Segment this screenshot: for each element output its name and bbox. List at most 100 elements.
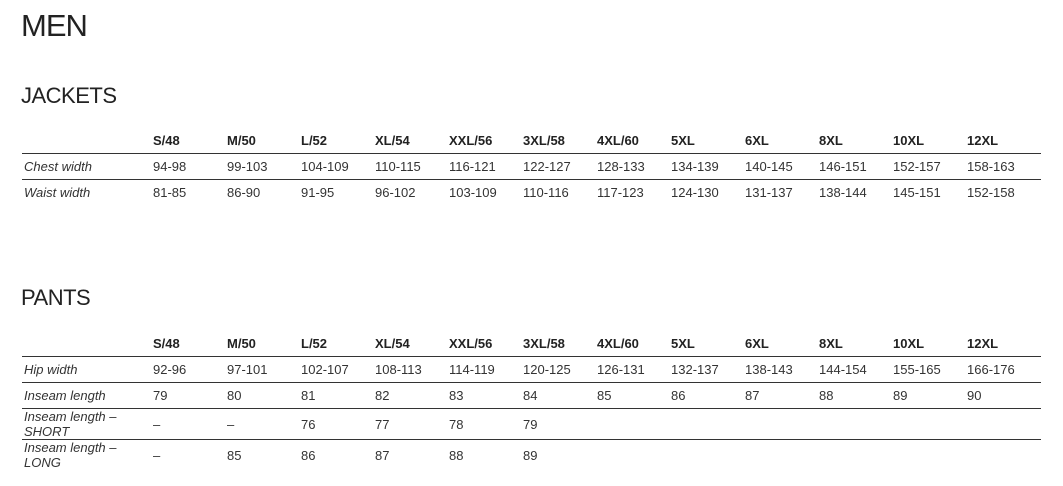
- measurement-cell: 83: [449, 388, 464, 403]
- size-header: 8XL: [819, 132, 843, 148]
- measurement-cell: 131-137: [745, 185, 793, 200]
- measurement-cell: 81-85: [153, 185, 187, 200]
- measurement-cell: –: [153, 416, 161, 432]
- size-header: 6XL: [745, 132, 769, 148]
- row-label: Chest width: [24, 159, 92, 174]
- measurement-cell: 86-90: [227, 185, 261, 200]
- measurement-cell: 152-158: [967, 185, 1015, 200]
- measurement-cell: 86: [671, 388, 686, 403]
- table-row: Waist width 81-85 86-90 91-95 96-102 103-109 1…: [22, 180, 1041, 206]
- measurement-cell: [671, 440, 745, 471]
- jackets-size-table: S/48 M/50 L/52 XL/54 XXL/56 3XL/58 4XL/60 5XL 6X…: [22, 127, 1041, 205]
- measurement-cell: 114-119: [449, 362, 495, 377]
- size-header: M/50: [227, 335, 256, 351]
- row-label: Inseam length: [24, 388, 106, 403]
- measurement-cell: [745, 440, 819, 471]
- measurement-cell: 103-109: [449, 185, 497, 200]
- pants-size-table: S/48 M/50 L/52 XL/54 XXL/56 3XL/58 4XL/60 5XL 6X…: [22, 330, 1041, 470]
- measurement-cell: [819, 440, 893, 471]
- measurement-cell: 76: [301, 416, 316, 432]
- measurement-cell: 117-123: [597, 185, 644, 200]
- measurement-cell: 128-133: [597, 159, 645, 174]
- measurement-cell: 145-151: [893, 185, 941, 200]
- measurement-cell: 85: [227, 447, 242, 463]
- measurement-cell: 99-103: [227, 159, 268, 174]
- measurement-cell: [967, 440, 1041, 471]
- measurement-cell: 96-102: [375, 185, 416, 200]
- size-header: 3XL/58: [523, 335, 565, 351]
- table-row: Inseam length – SHORT – – 76 77 78 79: [22, 409, 1041, 440]
- jackets-heading: JACKETS: [21, 83, 117, 108]
- measurement-cell: 102-107: [301, 362, 349, 377]
- size-header: XL/54: [375, 132, 410, 148]
- measurement-cell: [671, 409, 745, 440]
- size-header: M/50: [227, 132, 256, 148]
- measurement-cell: 116-121: [449, 159, 496, 174]
- measurement-cell: –: [227, 416, 235, 432]
- measurement-cell: 126-131: [597, 362, 645, 377]
- corner-cell: [22, 127, 153, 154]
- measurement-cell: 138-143: [745, 362, 793, 377]
- measurement-cell: [597, 409, 671, 440]
- measurement-cell: 152-157: [893, 159, 941, 174]
- measurement-cell: 122-127: [523, 159, 571, 174]
- measurement-cell: [893, 409, 967, 440]
- measurement-cell: 87: [745, 388, 760, 403]
- size-header: 10XL: [893, 335, 925, 351]
- size-header: 6XL: [745, 335, 769, 351]
- size-header: XL/54: [375, 335, 410, 351]
- measurement-cell: 120-125: [523, 362, 571, 377]
- measurement-cell: [745, 409, 819, 440]
- measurement-cell: 146-151: [819, 159, 867, 174]
- measurement-cell: 144-154: [819, 362, 867, 377]
- row-label: Inseam length – SHORT: [24, 409, 117, 439]
- size-header: 12XL: [967, 335, 999, 351]
- table-row: Hip width 92-96 97-101 102-107 108-113 114-11…: [22, 357, 1041, 383]
- table-row: Chest width 94-98 99-103 104-109 110-115 116-…: [22, 154, 1041, 180]
- measurement-cell: 140-145: [745, 159, 793, 174]
- table-row: Inseam length 79 80 81 82 83 84 85 86 87 88 89 90: [22, 383, 1041, 409]
- measurement-cell: 104-109: [301, 159, 349, 174]
- measurement-cell: 134-139: [671, 159, 719, 174]
- measurement-cell: 88: [449, 447, 464, 463]
- size-header: 5XL: [671, 132, 695, 148]
- measurement-cell: 92-96: [153, 362, 187, 377]
- measurement-cell: 97-101: [227, 362, 268, 377]
- size-header: L/52: [301, 132, 328, 148]
- measurement-cell: 124-130: [671, 185, 719, 200]
- measurement-cell: [819, 409, 893, 440]
- size-header: 8XL: [819, 335, 843, 351]
- measurement-cell: 87: [375, 447, 390, 463]
- measurement-cell: 81: [301, 388, 316, 403]
- measurement-cell: 155-165: [893, 362, 941, 377]
- size-header: S/48: [153, 335, 180, 351]
- measurement-cell: 91-95: [301, 185, 335, 200]
- measurement-cell: 89: [523, 447, 538, 463]
- measurement-cell: 110-116: [523, 185, 569, 200]
- row-label: Hip width: [24, 362, 78, 377]
- measurement-cell: 78: [449, 416, 464, 432]
- measurement-cell: 90: [967, 388, 982, 403]
- row-label: Inseam length – LONG: [24, 440, 117, 470]
- measurement-cell: 138-144: [819, 185, 867, 200]
- measurement-cell: 80: [227, 388, 242, 403]
- measurement-cell: 158-163: [967, 159, 1015, 174]
- row-label: Waist width: [24, 185, 91, 200]
- table-row: Inseam length – LONG – 85 86 87 88 89: [22, 440, 1041, 471]
- size-header: 4XL/60: [597, 335, 639, 351]
- measurement-cell: –: [153, 447, 161, 463]
- measurement-cell: 77: [375, 416, 390, 432]
- size-header: XXL/56: [449, 335, 493, 351]
- measurement-cell: 89: [893, 388, 908, 403]
- size-header: XXL/56: [449, 132, 493, 148]
- measurement-cell: [597, 440, 671, 471]
- measurement-cell: 94-98: [153, 159, 187, 174]
- size-header: 5XL: [671, 335, 695, 351]
- header-row: S/48 M/50 L/52 XL/54 XXL/56 3XL/58 4XL/60 5XL 6X…: [22, 330, 1041, 357]
- measurement-cell: 132-137: [671, 362, 719, 377]
- size-header: 10XL: [893, 132, 925, 148]
- size-header: 3XL/58: [523, 132, 565, 148]
- size-header: S/48: [153, 132, 180, 148]
- corner-cell: [22, 330, 153, 357]
- measurement-cell: 82: [375, 388, 390, 403]
